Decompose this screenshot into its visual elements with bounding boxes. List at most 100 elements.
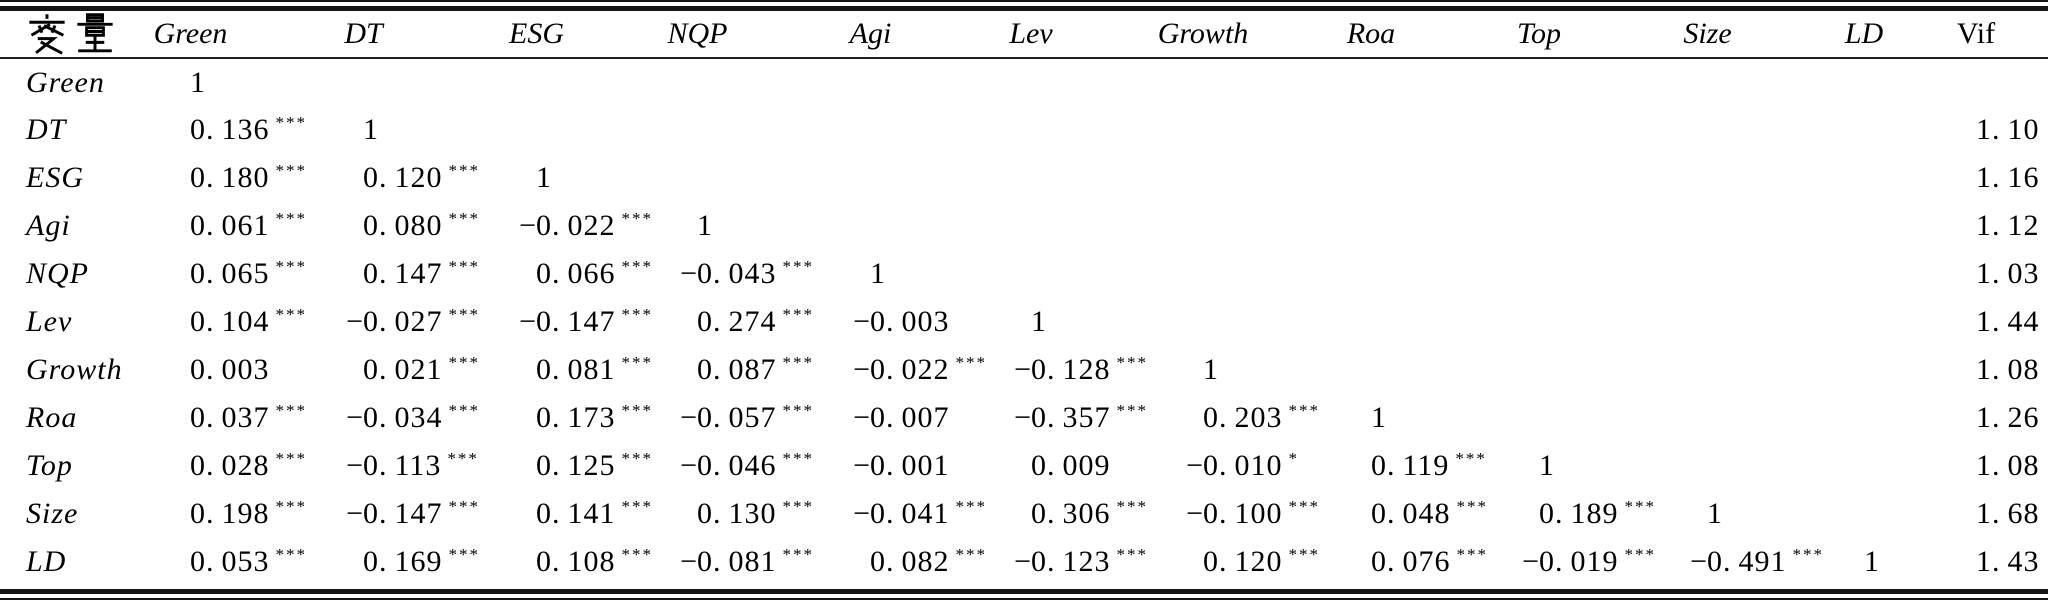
column-header-label: Size [1683, 17, 1732, 50]
cell-ld-esg: 0. 108 *** [514, 538, 675, 586]
minus-sign: − [853, 353, 870, 386]
cell-esg-roa [1349, 154, 1517, 202]
cell-number: 0. 113 [363, 449, 442, 482]
significance-stars: *** [955, 497, 988, 516]
significance-stars: * [1288, 449, 1300, 468]
cell-nqp-lev [1009, 250, 1181, 298]
cell-agi-roa [1349, 202, 1517, 250]
cell-growth-growth: 1 [1181, 346, 1349, 394]
cell-number: 0. 198 [190, 497, 270, 530]
minus-sign: − [1690, 545, 1707, 578]
cell-size-nqp: 0. 130 *** [675, 490, 848, 538]
minus-sign: − [853, 401, 870, 434]
cell-number: 1. 10 [1976, 113, 2040, 146]
cell-lev-nqp: 0. 274 *** [675, 298, 848, 346]
cell-size-dt: −0. 147 *** [341, 490, 514, 538]
minus-sign: − [680, 545, 697, 578]
cell-roa-esg: 0. 173 *** [514, 394, 675, 442]
table-top-thin-rule [0, 0, 2048, 2]
significance-stars: *** [1624, 545, 1657, 564]
cell-ld-ld: 1 [1842, 538, 1954, 586]
header-row: 变量 Green DT ESG NQP Agi Lev Growth Roa Top Size LD V… [0, 11, 2048, 59]
cell-agi-top [1517, 202, 1685, 250]
cell-dt-ld [1842, 106, 1954, 154]
cell-number: 0. 037 [190, 401, 270, 434]
minus-sign: − [1014, 353, 1031, 386]
cell-roa-agi: −0. 007 [848, 394, 1009, 442]
cell-size-roa: 0. 048 *** [1349, 490, 1517, 538]
cell-dt-nqp [675, 106, 848, 154]
cell-top-ld [1842, 442, 1954, 490]
cell-esg-size [1685, 154, 1842, 202]
significance-stars: *** [275, 113, 308, 132]
cell-number: 0. 274 [697, 305, 777, 338]
cell-number: 1 [870, 257, 886, 290]
cell-growth-dt: 0. 021 *** [341, 346, 514, 394]
cell-size-lev: 0. 306 *** [1009, 490, 1181, 538]
significance-stars: *** [1456, 545, 1489, 564]
cell-top-agi: −0. 001 [848, 442, 1009, 490]
column-header-label: Roa [1346, 17, 1396, 50]
cell-lev-dt: −0. 027 *** [341, 298, 514, 346]
cell-ld-lev: −0. 123 *** [1009, 538, 1181, 586]
cell-number: 1. 08 [1976, 353, 2040, 386]
cell-lev-green: 0. 104 *** [168, 298, 341, 346]
minus-sign: − [1014, 545, 1031, 578]
cell-ld-vif: 1. 43 [1954, 538, 2048, 586]
cell-top-growth: −0. 010 * [1181, 442, 1349, 490]
cell-number: 0. 028 [190, 449, 270, 482]
cell-number: 0. 003 [190, 353, 270, 386]
cell-number: 1 [1707, 497, 1723, 530]
significance-stars: *** [621, 353, 654, 372]
minus-sign: − [680, 257, 697, 290]
cell-number: 0. 100 [1203, 497, 1283, 530]
cell-roa-vif: 1. 26 [1954, 394, 2048, 442]
cell-size-growth: −0. 100 *** [1181, 490, 1349, 538]
cell-agi-agi [848, 202, 1009, 250]
cell-agi-lev [1009, 202, 1181, 250]
significance-stars: *** [621, 257, 654, 276]
significance-stars: *** [275, 545, 308, 564]
cell-ld-top: −0. 019 *** [1517, 538, 1685, 586]
cell-esg-growth [1181, 154, 1349, 202]
cell-size-top: 0. 189 *** [1517, 490, 1685, 538]
cell-number: 0. 081 [697, 545, 777, 578]
cell-size-vif: 1. 68 [1954, 490, 2048, 538]
cell-number: 1 [1031, 305, 1047, 338]
cell-dt-dt: 1 [341, 106, 514, 154]
cell-number: 0. 022 [870, 353, 950, 386]
cell-number: 0. 065 [190, 257, 270, 290]
significance-stars: *** [1116, 353, 1149, 372]
variable-header-text: 变量 [122, 13, 123, 14]
significance-stars: *** [782, 305, 815, 324]
row-label-nqp: NQP [26, 257, 89, 290]
cell-growth-green: 0. 003 [168, 346, 341, 394]
cell-agi-esg: −0. 022 *** [514, 202, 675, 250]
significance-stars: *** [448, 305, 481, 324]
cell-ld-agi: 0. 082 *** [848, 538, 1009, 586]
cell-green-lev [1009, 58, 1181, 106]
cell-number: 0. 130 [697, 497, 777, 530]
cell-dt-growth [1181, 106, 1349, 154]
cell-number: 1 [1203, 353, 1219, 386]
cell-number: 0. 189 [1539, 497, 1619, 530]
significance-stars: *** [448, 161, 481, 180]
cell-agi-growth [1181, 202, 1349, 250]
cell-ld-dt: 0. 169 *** [341, 538, 514, 586]
cell-number: 0. 125 [536, 449, 616, 482]
cell-lev-size [1685, 298, 1842, 346]
minus-sign: − [1014, 401, 1031, 434]
cell-dt-lev [1009, 106, 1181, 154]
significance-stars: *** [275, 449, 308, 468]
table-top-thick-rule [0, 6, 2048, 11]
significance-stars: *** [1455, 449, 1487, 468]
cell-number: 1. 08 [1976, 449, 2040, 482]
cell-size-agi: −0. 041 *** [848, 490, 1009, 538]
column-header-variable: 变量 [0, 11, 168, 59]
column-header-vif: Vif [1954, 11, 2048, 59]
cell-number: 1. 16 [1976, 161, 2040, 194]
hanzi-liang-glyph [77, 13, 113, 53]
cell-lev-ld [1842, 298, 1954, 346]
cell-green-size [1685, 58, 1842, 106]
